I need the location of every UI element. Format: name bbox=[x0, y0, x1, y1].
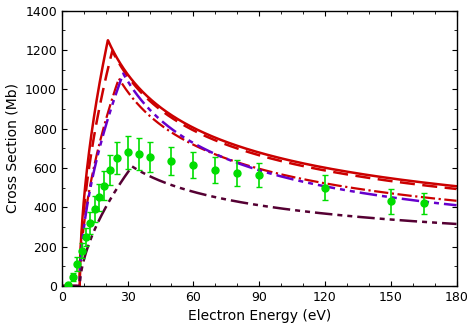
Y-axis label: Cross Section (Mb): Cross Section (Mb) bbox=[6, 83, 19, 213]
X-axis label: Electron Energy (eV): Electron Energy (eV) bbox=[188, 310, 331, 323]
